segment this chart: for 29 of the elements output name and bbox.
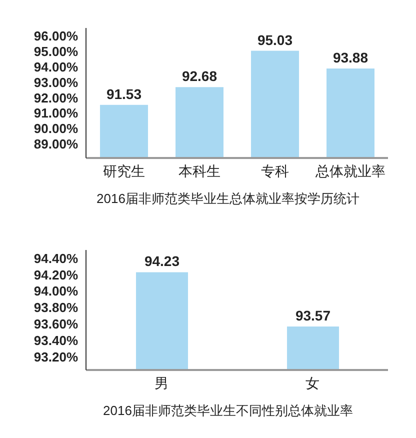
y-tick-label: 91.00% xyxy=(34,106,78,121)
x-tick-label: 专科 xyxy=(260,162,289,179)
data-label: 93.57 xyxy=(295,307,331,324)
text: 2016届非师范类毕业生总体就业率按学历统计 xyxy=(96,190,360,208)
y-tick-label: 92.00% xyxy=(34,90,78,106)
x-tick-label: 研究生 xyxy=(102,162,145,179)
y-tick-label: 95.00% xyxy=(34,44,78,59)
data-label: 91.53 xyxy=(106,86,142,102)
data-label: 95.03 xyxy=(257,32,293,48)
x-tick-label: 总体就业率 xyxy=(314,162,386,179)
y-tick-label: 93.20% xyxy=(34,349,78,364)
y-tick-label: 89.00% xyxy=(34,136,78,152)
y-tick-label: 96.00% xyxy=(34,28,78,44)
x-tick-label: 男 xyxy=(154,374,168,391)
text: 2016届非师范类毕业生不同性别总体就业率 xyxy=(102,402,354,420)
y-tick-label: 93.40% xyxy=(34,333,78,348)
y-tick-label: 93.80% xyxy=(34,300,78,316)
y-tick-label: 93.00% xyxy=(34,74,78,90)
data-label: 93.88 xyxy=(332,50,368,66)
y-tick-label: 93.60% xyxy=(34,316,78,332)
x-tick-label: 女 xyxy=(306,374,320,391)
y-tick-label: 90.00% xyxy=(34,121,78,136)
y-tick-label: 94.20% xyxy=(34,267,78,282)
y-tick-label: 94.40% xyxy=(34,250,78,266)
x-tick-label: 本科生 xyxy=(178,162,220,179)
y-tick-label: 94.00% xyxy=(34,284,78,299)
data-label: 92.68 xyxy=(182,68,218,84)
data-label: 94.23 xyxy=(144,253,180,270)
y-tick-label: 94.00% xyxy=(34,59,78,74)
